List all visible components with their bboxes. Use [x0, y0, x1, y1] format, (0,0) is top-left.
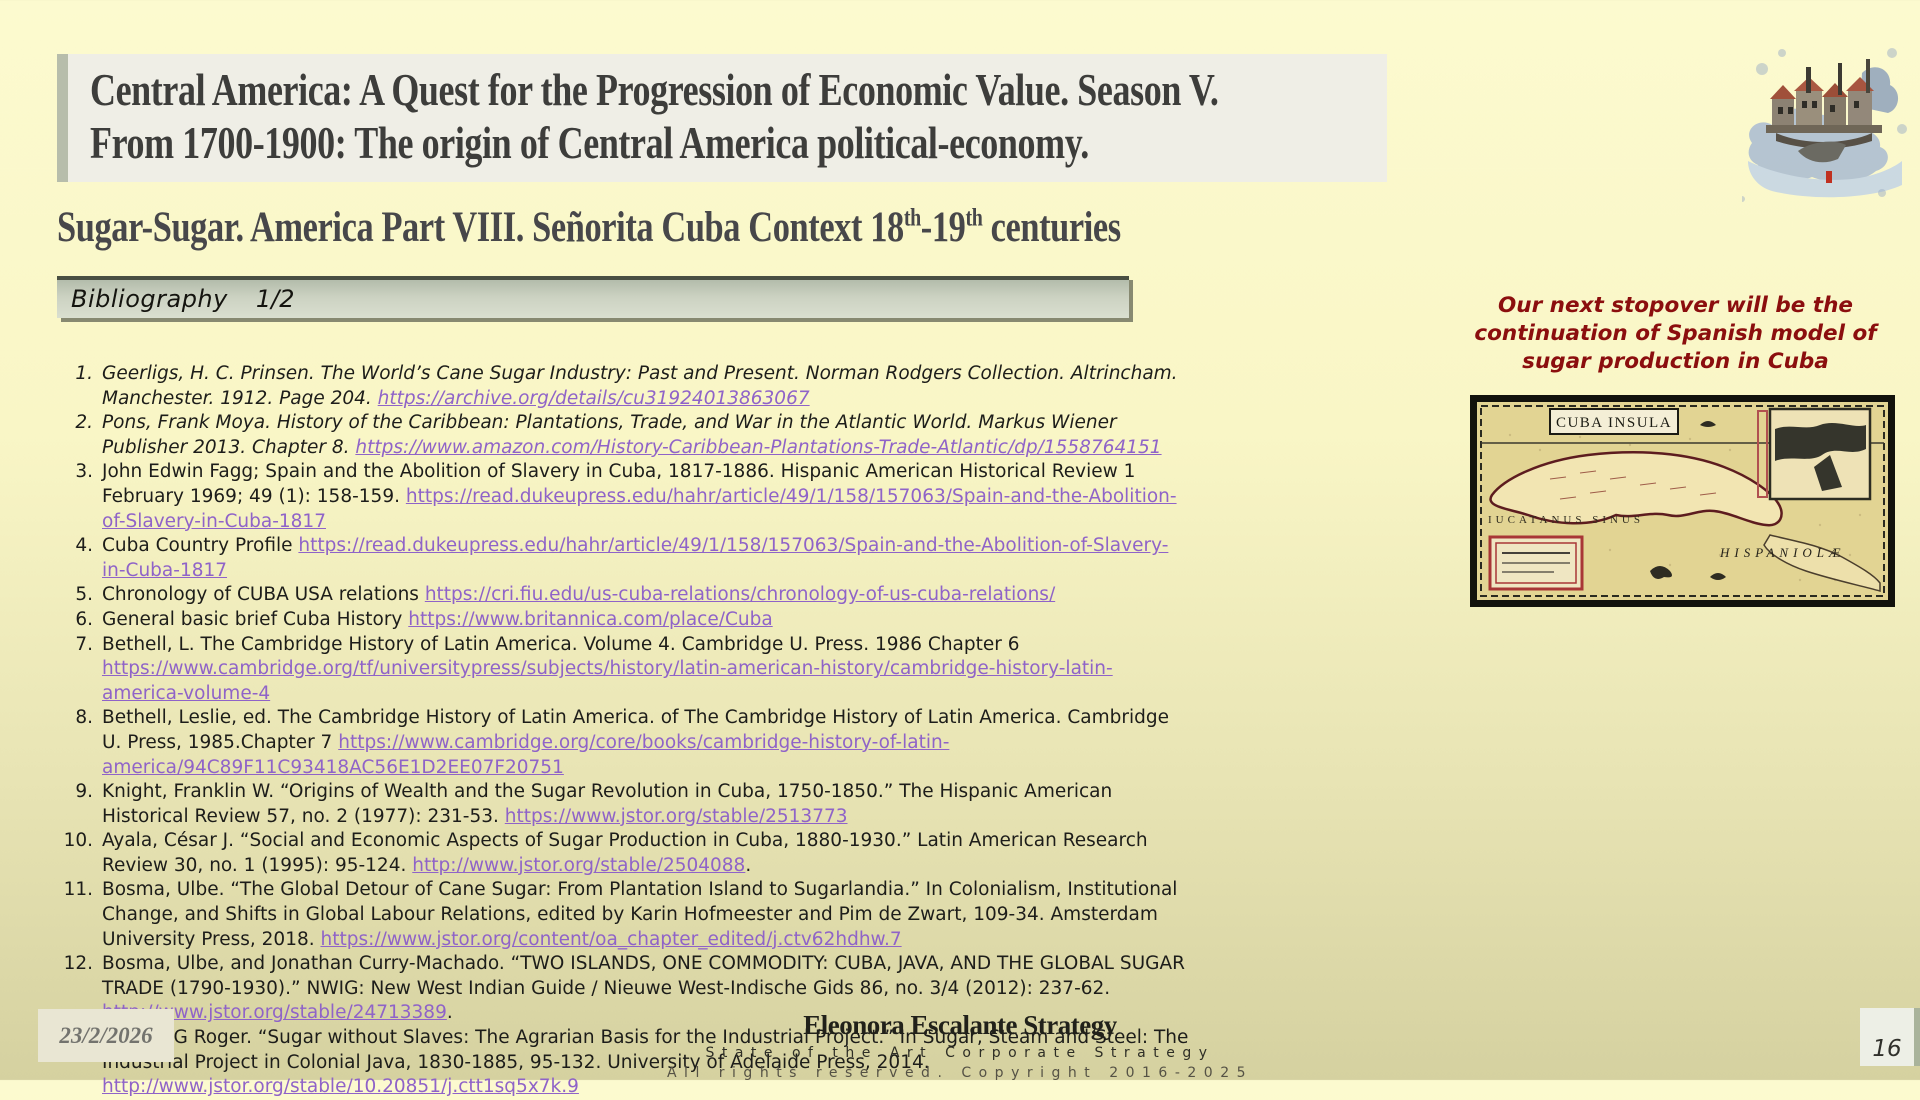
bibliography-link[interactable]: https://www.britannica.com/place/Cuba — [408, 608, 773, 630]
bibliography-text-segment: John Edwin Fagg; Spain and the Abolition… — [102, 461, 1136, 507]
bibliography-item: 11. Bosma, Ulbe. “The Global Detour of Ca… — [57, 878, 1189, 952]
bibliography-item: 1. Geerligs, H. C. Prinsen. The World’s C… — [57, 362, 1189, 411]
footer-copyright: All rights reserved. Copyright 2016-2025 — [666, 1065, 1254, 1081]
bibliography-link[interactable]: https://cri.fiu.edu/us-cuba-relations/ch… — [424, 584, 1056, 606]
bibliography-link[interactable]: https://read.dukeupress.edu/hahr/article… — [102, 485, 1177, 532]
bibliography-link[interactable]: https://www.jstor.org/stable/2513773 — [504, 805, 848, 827]
bibliography-item: 3. John Edwin Fagg; Spain and the Aboliti… — [57, 460, 1189, 534]
bibliography-item-text: Bosma, Ulbe. “The Global Detour of Cane … — [102, 878, 1189, 952]
subtitle-superscript: th — [965, 204, 983, 232]
bibliography-item: 7. Bethell, L. The Cambridge History of L… — [57, 633, 1189, 707]
bibliography-item-text: Bethell, Leslie, ed. The Cambridge Histo… — [102, 706, 1189, 780]
bibliography-item-number: 7. — [75, 633, 93, 655]
bibliography-item-text: Bosma, Ulbe, and Jonathan Curry-Machado.… — [102, 952, 1189, 1026]
title-line-2: From 1700-1900: The origin of Central Am… — [90, 118, 1089, 168]
bibliography-header-bar: Bibliography 1/2 — [57, 276, 1129, 318]
bibliography-item-number: 4. — [75, 535, 93, 557]
bibliography-item: 4. Cuba Country Profile https://read.duke… — [57, 534, 1189, 583]
bibliography-item: 9. Knight, Franklin W. “Origins of Wealth… — [57, 780, 1189, 829]
subtitle-text: -19 — [920, 204, 966, 251]
bibliography-text-segment: Bethell, L. The Cambridge History of Lat… — [102, 633, 1020, 655]
bibliography-text-segment: Chronology of CUBA USA relations — [102, 584, 425, 606]
bibliography-item-number: 3. — [75, 461, 93, 483]
bibliography-item-text: Bethell, L. The Cambridge History of Lat… — [102, 633, 1189, 707]
date-box: 23/2/2026 — [38, 1009, 174, 1062]
bibliography-item-number: 10. — [63, 830, 93, 852]
slide-subtitle: Sugar-Sugar. America Part VIII. Señorita… — [57, 203, 1121, 252]
bibliography-link[interactable]: http://www.jstor.org/stable/2504088 — [412, 854, 746, 876]
bibliography-item-number: 9. — [75, 781, 93, 803]
bibliography-text-segment: Ayala, César J. “Social and Economic Asp… — [102, 830, 1148, 876]
footer-tagline: State of the Art Corporate Strategy — [705, 1045, 1215, 1061]
bibliography-label: Bibliography — [71, 285, 228, 313]
bibliography-item-number: 2. — [75, 412, 93, 434]
bibliography-text-segment: Bethell, Leslie, ed. The Cambridge Histo… — [102, 707, 1169, 753]
bibliography-link[interactable]: https://www.amazon.com/History-Caribbean… — [355, 436, 1162, 458]
bibliography-item-text: Knight, Franklin W. “Origins of Wealth a… — [102, 780, 1189, 829]
bibliography-text-segment: . — [745, 854, 752, 876]
bibliography-item: 8. Bethell, Leslie, ed. The Cambridge His… — [57, 706, 1189, 780]
bibliography-item: 12. Bosma, Ulbe, and Jonathan Curry-Macha… — [57, 952, 1189, 1026]
footer: Eleonora Escalante Strategy State of the… — [460, 1010, 1460, 1081]
bibliography-item-number: 5. — [75, 584, 93, 606]
bibliography-item: 10. Ayala, César J. “Social and Economic … — [57, 829, 1189, 878]
bibliography-page-indicator: 1/2 — [255, 285, 295, 313]
bibliography-text-segment: . — [446, 1002, 453, 1024]
bibliography-text-segment: Pons, Frank Moya. History of the Caribbe… — [102, 412, 1117, 458]
bibliography-text-segment: Bosma, Ulbe. “The Global Detour of Cane … — [102, 879, 1178, 950]
bibliography-item-text: John Edwin Fagg; Spain and the Abolition… — [102, 460, 1189, 534]
bibliography-link[interactable]: https://read.dukeupress.edu/hahr/article… — [102, 535, 1169, 581]
bibliography-item-text: Ayala, César J. “Social and Economic Asp… — [102, 829, 1189, 878]
bibliography-text-segment: Bosma, Ulbe, and Jonathan Curry-Machado.… — [102, 953, 1185, 999]
page-number: 16 — [1872, 1036, 1902, 1062]
bibliography-link[interactable]: https://www.jstor.org/content/oa_chapter… — [320, 928, 902, 950]
bibliography-text-segment: General basic brief Cuba History — [102, 608, 409, 630]
bibliography-item-number: 8. — [75, 707, 93, 729]
map-sea-label: IUCATANUS SINUS — [1488, 514, 1644, 526]
bibliography-link[interactable]: https://www.cambridge.org/core/books/cam… — [102, 731, 950, 778]
bibliography-link[interactable]: http://www.jstor.org/stable/24713389 — [102, 1002, 447, 1024]
side-note: Our next stopover will be the continuati… — [1474, 293, 1877, 374]
bibliography-item: 6. General basic brief Cuba History https… — [57, 608, 1189, 633]
date-text: 23/2/2026 — [59, 1022, 153, 1048]
bibliography-link[interactable]: https://archive.org/details/cu3192401386… — [377, 387, 810, 409]
slide-title: Central America: A Quest for the Progres… — [68, 54, 1519, 182]
map-island-label: HISPANIOLÆ — [1719, 545, 1846, 560]
subtitle-superscript: th — [903, 204, 921, 232]
bibliography-item-number: 6. — [75, 608, 93, 630]
bibliography-item: 2. Pons, Frank Moya. History of the Carib… — [57, 411, 1189, 460]
bibliography-item-text: Geerligs, H. C. Prinsen. The World’s Can… — [102, 362, 1189, 411]
bibliography-text-segment: Knight, Franklin W. “Origins of Wealth a… — [102, 781, 1113, 827]
map-title: CUBA INSULA — [1556, 415, 1672, 431]
footer-brand: Eleonora Escalante Strategy — [803, 1010, 1117, 1040]
bibliography-item-text: Cuba Country Profile https://read.dukeup… — [102, 534, 1189, 583]
title-accent-bar — [57, 54, 68, 182]
bibliography-item: 5. Chronology of CUBA USA relations https… — [57, 583, 1189, 608]
bibliography-text-segment: Knight, G Roger. “Sugar without Slaves: … — [102, 1027, 1189, 1073]
footer-edge-strip — [1914, 1008, 1920, 1066]
bibliography-item-text: General basic brief Cuba History https:/… — [102, 608, 1189, 633]
bibliography-item-number: 12. — [63, 953, 93, 975]
watercolor-town-illustration — [1739, 33, 1914, 211]
bibliography-text-segment: Cuba Country Profile — [102, 535, 299, 557]
bibliography-link[interactable]: https://www.cambridge.org/tf/universityp… — [102, 658, 1113, 704]
title-line-1: Central America: A Quest for the Progres… — [90, 65, 1219, 115]
page-number-box: 16 — [1860, 1008, 1914, 1066]
bibliography-item-number: 11. — [63, 879, 93, 901]
bibliography-item-number: 1. — [75, 363, 93, 384]
bibliography-list: 1. Geerligs, H. C. Prinsen. The World’s C… — [57, 362, 1189, 1100]
bibliography-item-text: Pons, Frank Moya. History of the Caribbe… — [102, 411, 1189, 460]
subtitle-text: Sugar-Sugar. America Part VIII. Señorita… — [57, 204, 904, 251]
bibliography-item-text: Chronology of CUBA USA relations https:/… — [102, 583, 1189, 608]
cuba-map-image: CUBA INSULA IUCATANUS SINUS HISPANIOLÆ — [1470, 395, 1895, 607]
bibliography-text-segment: Geerligs, H. C. Prinsen. The World’s Can… — [102, 363, 1178, 409]
slide-title-block: Central America: A Quest for the Progres… — [57, 54, 1387, 182]
subtitle-text: centuries — [982, 204, 1122, 251]
